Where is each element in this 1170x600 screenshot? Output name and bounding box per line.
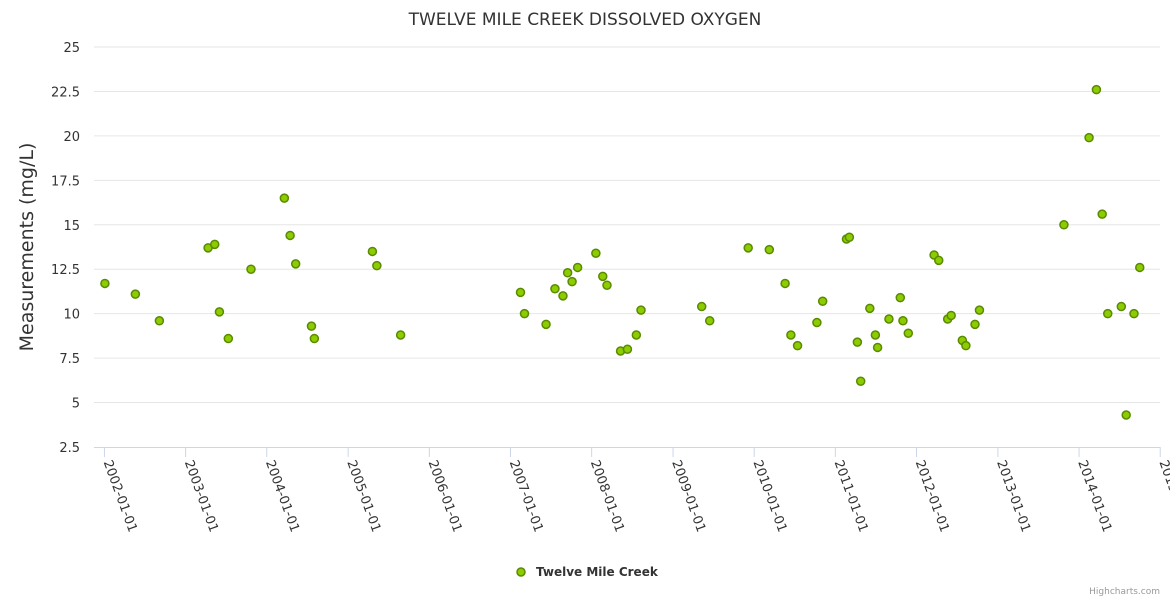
y-tick-label: 20 bbox=[63, 130, 80, 145]
y-tick-label: 5 bbox=[72, 397, 80, 412]
data-point[interactable] bbox=[786, 330, 796, 340]
data-point[interactable] bbox=[903, 328, 914, 338]
data-point[interactable] bbox=[572, 262, 583, 273]
data-point[interactable] bbox=[1121, 410, 1131, 420]
data-point[interactable] bbox=[130, 289, 141, 299]
data-point[interactable] bbox=[306, 321, 317, 331]
legend-label[interactable]: Twelve Mile Creek bbox=[536, 565, 659, 579]
data-point[interactable] bbox=[541, 319, 551, 330]
legend[interactable]: Twelve Mile Creek bbox=[516, 565, 659, 579]
data-point[interactable] bbox=[961, 340, 971, 351]
data-point[interactable] bbox=[519, 308, 530, 319]
data-point[interactable] bbox=[865, 303, 875, 314]
data-point[interactable] bbox=[550, 284, 560, 294]
grid-lines bbox=[94, 46, 1160, 404]
y-tick-label: 25 bbox=[63, 41, 80, 56]
data-point[interactable] bbox=[1102, 308, 1113, 319]
data-point[interactable] bbox=[602, 280, 612, 290]
data-point[interactable] bbox=[764, 244, 775, 255]
data-point[interactable] bbox=[279, 193, 290, 203]
data-point[interactable] bbox=[100, 278, 110, 289]
data-point[interactable] bbox=[367, 246, 378, 257]
data-point[interactable] bbox=[934, 255, 944, 266]
y-tick-label: 2.5 bbox=[59, 441, 80, 456]
data-point[interactable] bbox=[1097, 209, 1107, 219]
data-point[interactable] bbox=[704, 316, 715, 326]
data-point[interactable] bbox=[852, 337, 863, 347]
data-point[interactable] bbox=[792, 340, 803, 351]
data-point[interactable] bbox=[970, 319, 980, 330]
chart-title: TWELVE MILE CREEK DISSOLVED OXYGEN bbox=[408, 10, 762, 30]
data-point[interactable] bbox=[817, 296, 828, 306]
data-point[interactable] bbox=[515, 287, 526, 298]
data-point[interactable] bbox=[895, 292, 906, 303]
y-axis-ticks: 2.5 5 7.5 10 12.5 15 17.5 20 22.5 25 bbox=[51, 41, 80, 456]
data-point[interactable] bbox=[154, 316, 165, 326]
data-point[interactable] bbox=[562, 268, 573, 278]
data-point[interactable] bbox=[395, 330, 406, 340]
data-point[interactable] bbox=[285, 230, 295, 241]
y-tick-label: 7.5 bbox=[59, 352, 80, 367]
data-point[interactable] bbox=[372, 260, 382, 271]
data-point[interactable] bbox=[844, 232, 855, 242]
data-point[interactable] bbox=[898, 316, 908, 326]
data-point[interactable] bbox=[1135, 262, 1145, 273]
data-point[interactable] bbox=[223, 333, 234, 344]
y-tick-label: 12.5 bbox=[51, 263, 80, 278]
data-point[interactable] bbox=[696, 301, 707, 312]
data-point[interactable] bbox=[855, 376, 866, 386]
data-point[interactable] bbox=[946, 310, 956, 321]
y-tick-label: 17.5 bbox=[51, 174, 80, 189]
data-point[interactable] bbox=[1116, 301, 1127, 312]
data-point[interactable] bbox=[1059, 220, 1069, 230]
y-tick-label: 22.5 bbox=[51, 85, 80, 100]
data-point[interactable] bbox=[1129, 308, 1139, 319]
data-point[interactable] bbox=[622, 344, 633, 354]
data-point[interactable] bbox=[1091, 84, 1102, 95]
data-point[interactable] bbox=[872, 342, 883, 353]
data-point[interactable] bbox=[743, 243, 753, 253]
credits-link[interactable]: Highcharts.com bbox=[1089, 587, 1160, 597]
data-point[interactable] bbox=[598, 271, 608, 282]
data-point[interactable] bbox=[567, 276, 577, 287]
data-point[interactable] bbox=[246, 264, 256, 274]
data-point[interactable] bbox=[309, 333, 320, 344]
data-point[interactable] bbox=[591, 248, 601, 258]
y-tick-label: 10 bbox=[63, 308, 80, 323]
data-point[interactable] bbox=[780, 278, 790, 289]
data-point[interactable] bbox=[209, 239, 220, 250]
data-point[interactable] bbox=[290, 259, 301, 269]
data-point[interactable] bbox=[558, 291, 568, 301]
data-point[interactable] bbox=[974, 305, 985, 315]
data-point[interactable] bbox=[870, 330, 881, 340]
data-point[interactable] bbox=[812, 317, 822, 328]
y-axis-title: Measurements (mg/L) bbox=[16, 143, 38, 352]
data-point[interactable] bbox=[636, 305, 646, 315]
data-point[interactable] bbox=[1084, 132, 1094, 143]
data-points[interactable] bbox=[100, 84, 1145, 420]
data-point[interactable] bbox=[631, 330, 642, 340]
y-tick-label: 15 bbox=[63, 219, 80, 234]
legend-marker-icon[interactable] bbox=[516, 567, 526, 577]
data-point[interactable] bbox=[214, 307, 225, 317]
data-point[interactable] bbox=[884, 314, 894, 324]
